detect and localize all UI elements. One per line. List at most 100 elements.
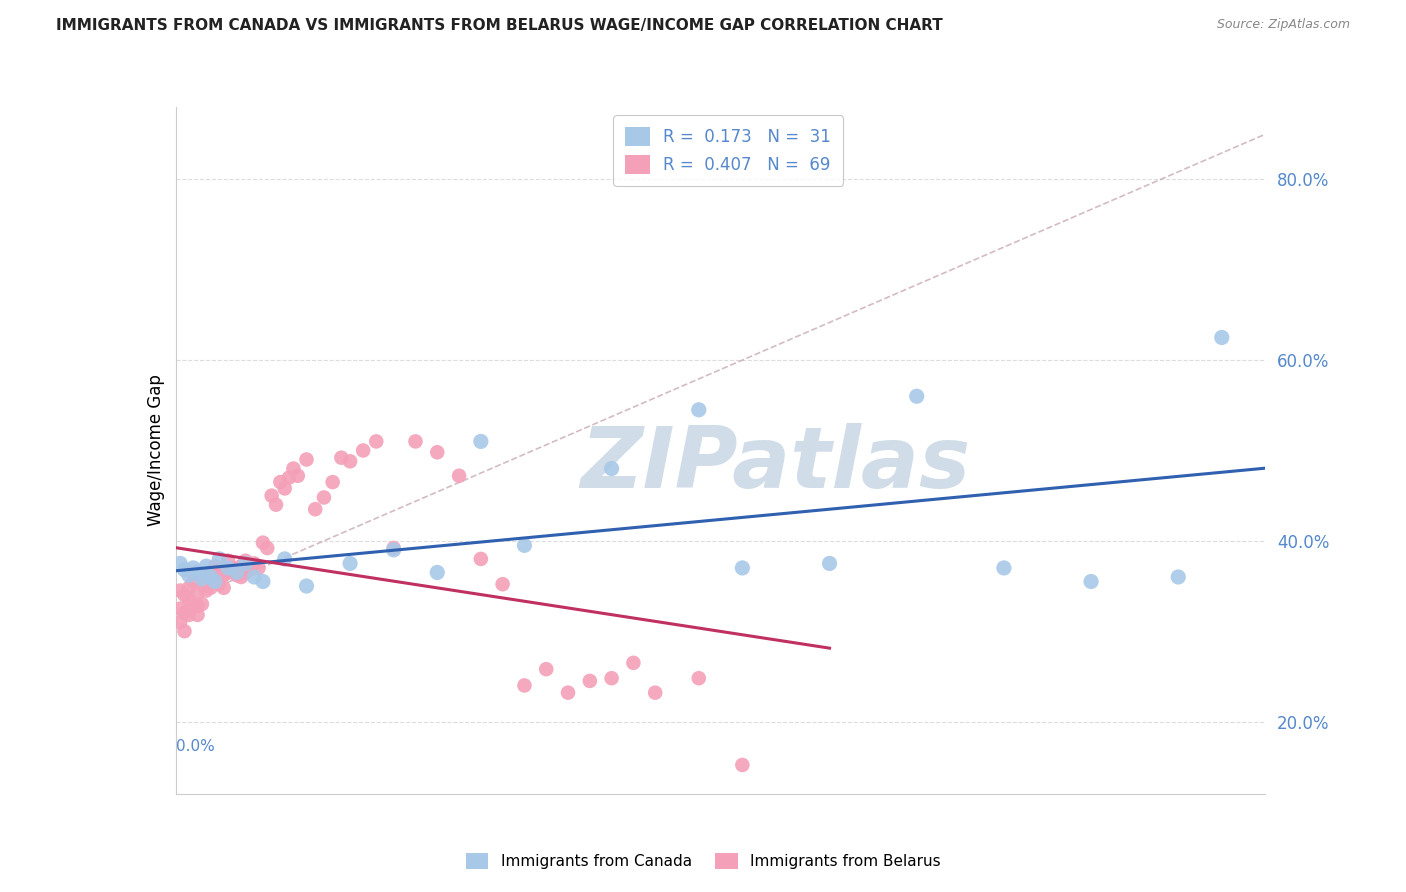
Point <box>177 581 200 595</box>
Point <box>186 599 209 613</box>
Point <box>169 583 191 598</box>
Point <box>304 502 326 516</box>
Point <box>252 535 274 549</box>
Point <box>322 475 344 489</box>
Point <box>173 563 195 577</box>
Point <box>366 434 388 449</box>
Point <box>382 541 405 555</box>
Point <box>169 615 191 630</box>
Point <box>295 452 318 467</box>
Point <box>208 577 231 591</box>
Point <box>191 597 214 611</box>
Point <box>283 461 305 475</box>
Point <box>217 554 239 568</box>
Point <box>212 581 235 595</box>
Point <box>186 566 209 580</box>
Point <box>208 552 231 566</box>
Text: IMMIGRANTS FROM CANADA VS IMMIGRANTS FROM BELARUS WAGE/INCOME GAP CORRELATION CH: IMMIGRANTS FROM CANADA VS IMMIGRANTS FRO… <box>56 18 943 33</box>
Point <box>204 574 226 589</box>
Point <box>339 557 361 571</box>
Point <box>217 561 239 575</box>
Point <box>212 568 235 582</box>
Point <box>200 581 222 595</box>
Point <box>195 583 218 598</box>
Point <box>352 443 374 458</box>
Point <box>600 461 623 475</box>
Point <box>235 557 257 571</box>
Point <box>278 470 301 484</box>
Point <box>274 552 297 566</box>
Point <box>731 561 754 575</box>
Point <box>225 566 247 580</box>
Point <box>195 559 218 574</box>
Point <box>173 588 195 602</box>
Point <box>600 671 623 685</box>
Y-axis label: Wage/Income Gap: Wage/Income Gap <box>146 375 165 526</box>
Point <box>470 552 492 566</box>
Point <box>557 686 579 700</box>
Point <box>644 686 666 700</box>
Point <box>426 566 449 580</box>
Point <box>264 498 287 512</box>
Point <box>688 671 710 685</box>
Point <box>447 468 470 483</box>
Point <box>1080 574 1102 589</box>
Point <box>274 482 297 496</box>
Point <box>235 554 257 568</box>
Point <box>169 557 191 571</box>
Point <box>231 559 253 574</box>
Point <box>688 402 710 417</box>
Point <box>339 454 361 468</box>
Point <box>186 586 209 600</box>
Point <box>217 566 239 580</box>
Point <box>177 592 200 607</box>
Point <box>200 566 222 580</box>
Point <box>243 557 266 571</box>
Point <box>905 389 928 403</box>
Point <box>330 450 353 465</box>
Point <box>181 599 204 613</box>
Point <box>186 607 209 622</box>
Point <box>513 538 536 552</box>
Point <box>405 434 427 449</box>
Text: ZIPatlas: ZIPatlas <box>579 423 970 506</box>
Point <box>235 566 257 580</box>
Point <box>295 579 318 593</box>
Point <box>426 445 449 459</box>
Point <box>1211 330 1233 344</box>
Point <box>239 563 262 577</box>
Point <box>173 606 195 620</box>
Point <box>382 542 405 557</box>
Point <box>818 557 841 571</box>
Point <box>181 574 204 589</box>
Point <box>195 570 218 584</box>
Point <box>191 577 214 591</box>
Text: Source: ZipAtlas.com: Source: ZipAtlas.com <box>1216 18 1350 31</box>
Point <box>177 607 200 622</box>
Point <box>534 662 557 676</box>
Point <box>200 570 222 584</box>
Point <box>191 572 214 586</box>
Point <box>181 561 204 575</box>
Point <box>252 574 274 589</box>
Point <box>513 678 536 692</box>
Point <box>204 574 226 589</box>
Point <box>231 570 253 584</box>
Point <box>492 577 515 591</box>
Point <box>312 491 335 505</box>
Point <box>177 568 200 582</box>
Point <box>731 758 754 772</box>
Point <box>221 561 243 575</box>
Point <box>260 489 283 503</box>
Point <box>269 475 291 489</box>
Legend: R =  0.173   N =  31, R =  0.407   N =  69: R = 0.173 N = 31, R = 0.407 N = 69 <box>613 115 844 186</box>
Legend: Immigrants from Canada, Immigrants from Belarus: Immigrants from Canada, Immigrants from … <box>460 847 946 875</box>
Point <box>247 561 270 575</box>
Point <box>579 673 602 688</box>
Point <box>225 568 247 582</box>
Point <box>169 601 191 615</box>
Point <box>208 563 231 577</box>
Text: 0.0%: 0.0% <box>176 739 215 754</box>
Point <box>1167 570 1189 584</box>
Point <box>256 541 278 555</box>
